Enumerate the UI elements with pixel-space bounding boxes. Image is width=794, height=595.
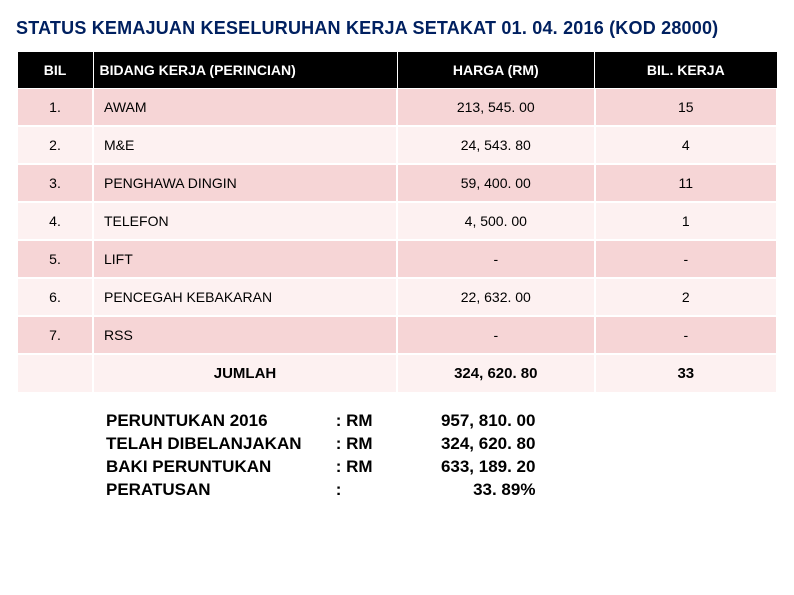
summary-colon: : RM (336, 456, 391, 479)
table-row: 2. M&E 24, 543. 80 4 (17, 126, 777, 164)
cell-total-harga: 324, 620. 80 (397, 354, 595, 393)
cell-bidang: PENCEGAH KEBAKARAN (93, 278, 397, 316)
cell-total-blank (17, 354, 93, 393)
cell-bil: 2. (17, 126, 93, 164)
cell-bidang: RSS (93, 316, 397, 354)
cell-bidang: M&E (93, 126, 397, 164)
summary-colon: : RM (336, 410, 391, 433)
cell-bil: 6. (17, 278, 93, 316)
summary-colon: : RM (336, 433, 391, 456)
cell-harga: 213, 545. 00 (397, 89, 595, 127)
summary-colon: : (336, 479, 391, 502)
cell-bil: 3. (17, 164, 93, 202)
th-bil: BIL (17, 52, 93, 89)
cell-total-label: JUMLAH (93, 354, 397, 393)
summary-label: PERATUSAN (106, 479, 331, 502)
th-bilkerja: BIL. KERJA (595, 52, 777, 89)
summary-label: TELAH DIBELANJAKAN (106, 433, 331, 456)
summary-value: 33. 89% (395, 479, 535, 502)
cell-bil: 1. (17, 89, 93, 127)
cell-total-bilkerja: 33 (595, 354, 777, 393)
table-body: 1. AWAM 213, 545. 00 15 2. M&E 24, 543. … (17, 89, 777, 394)
table-row: 1. AWAM 213, 545. 00 15 (17, 89, 777, 127)
cell-bil: 4. (17, 202, 93, 240)
table-row: 6. PENCEGAH KEBAKARAN 22, 632. 00 2 (17, 278, 777, 316)
cell-bilkerja: 2 (595, 278, 777, 316)
summary-row: TELAH DIBELANJAKAN : RM 324, 620. 80 (106, 433, 778, 456)
cell-bilkerja: - (595, 240, 777, 278)
cell-harga: 22, 632. 00 (397, 278, 595, 316)
cell-bil: 5. (17, 240, 93, 278)
summary-label: BAKI PERUNTUKAN (106, 456, 331, 479)
cell-bidang: TELEFON (93, 202, 397, 240)
summary-value: 324, 620. 80 (395, 433, 535, 456)
cell-bilkerja: 11 (595, 164, 777, 202)
summary-row: PERATUSAN : 33. 89% (106, 479, 778, 502)
cell-harga: 24, 543. 80 (397, 126, 595, 164)
cell-harga: 4, 500. 00 (397, 202, 595, 240)
summary-row: BAKI PERUNTUKAN : RM 633, 189. 20 (106, 456, 778, 479)
cell-bidang: AWAM (93, 89, 397, 127)
page-title: STATUS KEMAJUAN KESELURUHAN KERJA SETAKA… (16, 18, 778, 39)
table-row: 3. PENGHAWA DINGIN 59, 400. 00 11 (17, 164, 777, 202)
cell-bil: 7. (17, 316, 93, 354)
cell-bidang: LIFT (93, 240, 397, 278)
cell-bidang: PENGHAWA DINGIN (93, 164, 397, 202)
summary-label: PERUNTUKAN 2016 (106, 410, 331, 433)
table-total-row: JUMLAH 324, 620. 80 33 (17, 354, 777, 393)
summary-row: PERUNTUKAN 2016 : RM 957, 810. 00 (106, 410, 778, 433)
cell-bilkerja: - (595, 316, 777, 354)
summary-value: 633, 189. 20 (395, 456, 535, 479)
status-table: BIL BIDANG KERJA (PERINCIAN) HARGA (RM) … (16, 51, 778, 394)
cell-bilkerja: 15 (595, 89, 777, 127)
table-row: 4. TELEFON 4, 500. 00 1 (17, 202, 777, 240)
cell-harga: - (397, 240, 595, 278)
table-row: 7. RSS - - (17, 316, 777, 354)
cell-harga: 59, 400. 00 (397, 164, 595, 202)
table-header-row: BIL BIDANG KERJA (PERINCIAN) HARGA (RM) … (17, 52, 777, 89)
summary-value: 957, 810. 00 (395, 410, 535, 433)
th-harga: HARGA (RM) (397, 52, 595, 89)
cell-bilkerja: 4 (595, 126, 777, 164)
table-row: 5. LIFT - - (17, 240, 777, 278)
cell-bilkerja: 1 (595, 202, 777, 240)
th-bidang: BIDANG KERJA (PERINCIAN) (93, 52, 397, 89)
cell-harga: - (397, 316, 595, 354)
summary-block: PERUNTUKAN 2016 : RM 957, 810. 00 TELAH … (106, 410, 778, 502)
